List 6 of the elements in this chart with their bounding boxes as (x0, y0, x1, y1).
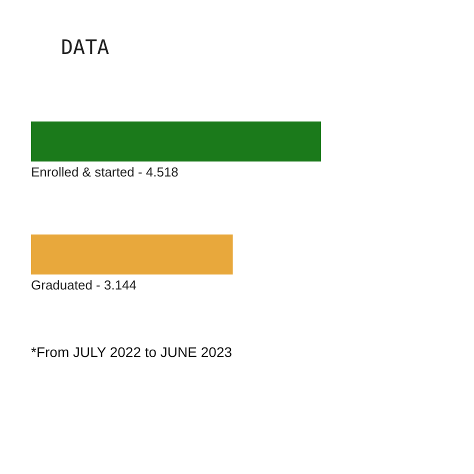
text: *From JULY 2022 to JUNE 2023 (31, 344, 232, 360)
y-tick-label: Graduated - (31, 278, 100, 292)
y-tick-label: Enrolled & started - (31, 164, 142, 180)
data-label: 4.518 (146, 164, 178, 180)
chart-title: DATA (61, 35, 110, 59)
data-label: 3.144 (104, 278, 137, 292)
